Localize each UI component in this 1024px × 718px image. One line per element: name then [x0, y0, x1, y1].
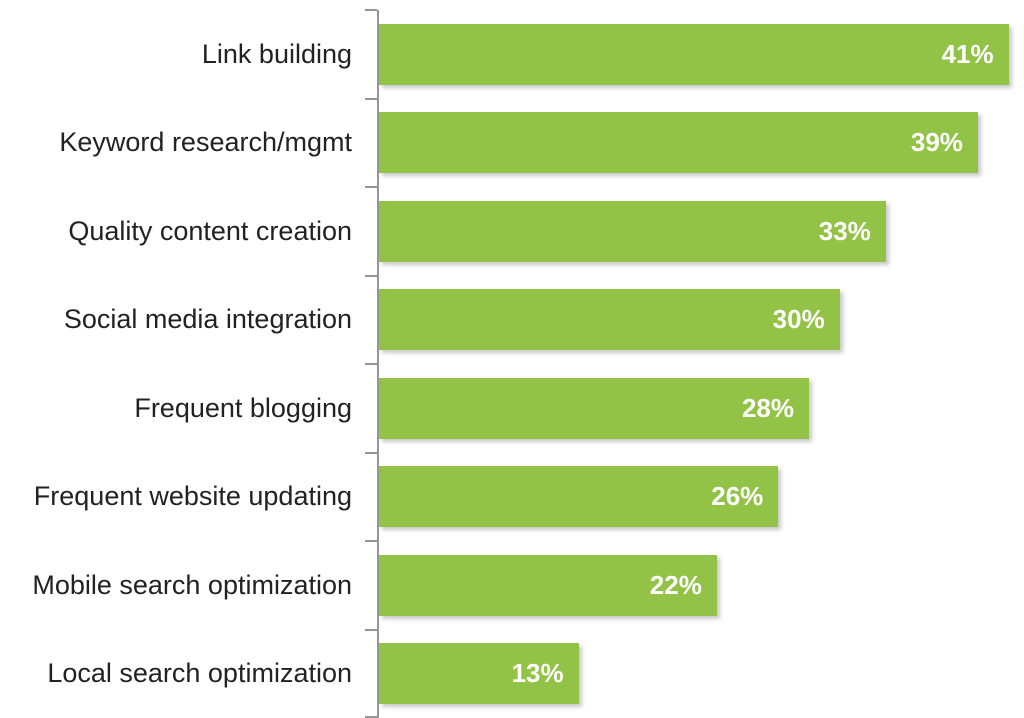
- category-label: Frequent blogging: [134, 392, 352, 423]
- category-label: Link building: [201, 38, 352, 69]
- bar: 41%: [379, 23, 1009, 85]
- value-label: 13%: [511, 658, 564, 689]
- category-label: Local search optimization: [47, 658, 352, 689]
- value-label: 41%: [941, 38, 994, 69]
- chart-row: Frequent website updating 26%: [0, 453, 1024, 542]
- axis-tick: [365, 628, 377, 631]
- y-axis-ticks: [365, 9, 377, 718]
- bar: 22%: [379, 554, 717, 616]
- value-label: 28%: [741, 392, 794, 423]
- chart-row: Mobile search optimization 22%: [0, 541, 1024, 630]
- axis-tick: [365, 186, 377, 188]
- axis-tick: [365, 363, 377, 365]
- bar: 13%: [379, 643, 579, 705]
- value-label: 26%: [711, 481, 764, 512]
- chart-row: Quality content creation 33%: [0, 187, 1024, 276]
- category-label: Mobile search optimization: [32, 569, 352, 600]
- y-axis-line: [377, 10, 379, 718]
- bar-area: 26%: [379, 453, 1024, 542]
- bar-area: 30%: [379, 276, 1024, 365]
- axis-tick: [365, 274, 377, 277]
- chart-row: Keyword research/mgmt 39%: [0, 99, 1024, 188]
- value-label: 30%: [772, 304, 825, 335]
- axis-tick: [365, 451, 377, 454]
- axis-tick: [365, 9, 377, 11]
- category-label: Quality content creation: [68, 215, 352, 246]
- value-label: 22%: [649, 569, 702, 600]
- bar: 39%: [379, 112, 978, 174]
- axis-tick: [365, 540, 377, 542]
- value-label: 39%: [910, 127, 963, 158]
- bar-area: 39%: [379, 99, 1024, 188]
- bar-area: 13%: [379, 630, 1024, 718]
- value-label: 33%: [818, 215, 871, 246]
- bar-area: 41%: [379, 10, 1024, 99]
- chart-row: Local search optimization 13%: [0, 630, 1024, 718]
- category-label: Frequent website updating: [33, 481, 352, 512]
- chart-rows: Link building 41% Keyword research/mgmt …: [0, 10, 1024, 718]
- category-label: Keyword research/mgmt: [59, 127, 352, 158]
- bar-area: 33%: [379, 187, 1024, 276]
- bar-area: 28%: [379, 364, 1024, 453]
- axis-tick: [365, 716, 377, 718]
- bar: 30%: [379, 289, 840, 351]
- chart-row: Frequent blogging 28%: [0, 364, 1024, 453]
- bar: 26%: [379, 466, 779, 528]
- chart-row: Social media integration 30%: [0, 276, 1024, 365]
- chart-row: Link building 41%: [0, 10, 1024, 99]
- category-label: Social media integration: [63, 304, 352, 335]
- bar: 28%: [379, 377, 809, 439]
- axis-tick: [365, 97, 377, 100]
- bar-area: 22%: [379, 541, 1024, 630]
- bar: 33%: [379, 200, 886, 262]
